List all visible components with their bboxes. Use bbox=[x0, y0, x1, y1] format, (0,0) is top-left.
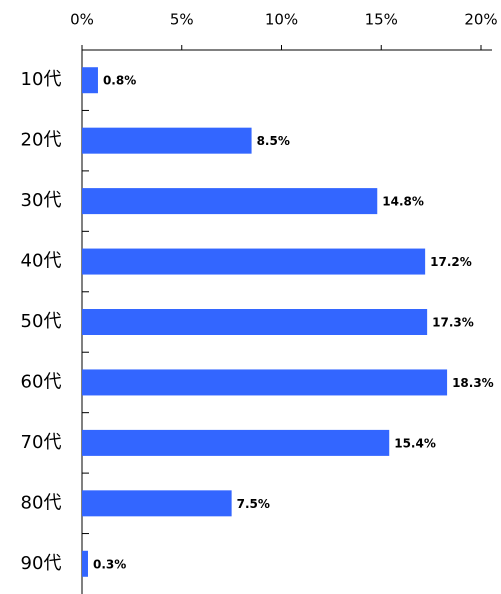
x-tick-label: 10% bbox=[265, 11, 298, 29]
bar bbox=[82, 248, 426, 275]
x-tick-label: 20% bbox=[464, 11, 497, 29]
bar bbox=[82, 369, 448, 396]
y-tick-label: 20代 bbox=[21, 130, 62, 151]
bar bbox=[82, 67, 98, 94]
y-tick-label: 80代 bbox=[21, 492, 62, 513]
y-tick-label: 10代 bbox=[21, 69, 62, 90]
value-label: 7.5% bbox=[237, 497, 270, 511]
value-label: 18.3% bbox=[452, 376, 494, 390]
value-label: 0.3% bbox=[93, 557, 126, 571]
y-tick-label: 70代 bbox=[21, 432, 62, 453]
value-label: 14.8% bbox=[382, 195, 424, 209]
value-label: 0.8% bbox=[103, 74, 136, 88]
value-label: 17.3% bbox=[432, 316, 474, 330]
y-tick-label: 60代 bbox=[21, 371, 62, 392]
y-tick-label: 30代 bbox=[21, 190, 62, 211]
bar bbox=[82, 490, 232, 517]
x-tick-label: 0% bbox=[70, 11, 94, 29]
bar bbox=[82, 429, 390, 456]
bar bbox=[82, 550, 88, 577]
bar bbox=[82, 309, 428, 335]
bar bbox=[82, 127, 252, 154]
value-label: 8.5% bbox=[257, 134, 290, 148]
x-tick-label: 15% bbox=[365, 11, 398, 29]
bar bbox=[82, 188, 378, 215]
value-label: 17.2% bbox=[430, 255, 472, 269]
y-tick-label: 90代 bbox=[21, 553, 62, 574]
y-tick-label: 50代 bbox=[21, 311, 62, 332]
x-tick-label: 5% bbox=[170, 11, 194, 29]
value-label: 15.4% bbox=[394, 436, 436, 450]
y-tick-label: 40代 bbox=[21, 251, 62, 272]
